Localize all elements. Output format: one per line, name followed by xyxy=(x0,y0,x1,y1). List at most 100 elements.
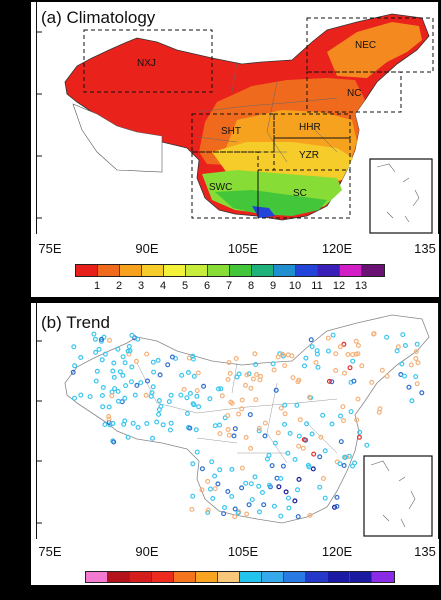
station-marker xyxy=(297,417,303,423)
station-marker xyxy=(212,473,218,479)
station-marker xyxy=(256,428,262,434)
colorbar-label-8: 8 xyxy=(247,280,255,292)
station-marker xyxy=(399,361,405,367)
station-marker xyxy=(280,463,286,469)
station-marker xyxy=(248,385,254,391)
colorbar-label-4: 4 xyxy=(159,280,167,292)
station-marker xyxy=(414,341,420,347)
station-marker xyxy=(229,494,235,500)
station-markers xyxy=(70,331,425,520)
region-box-nxj xyxy=(83,29,213,93)
climatology-colorbar-swatch-10 xyxy=(296,265,318,276)
station-marker xyxy=(205,507,211,513)
region-box-nc xyxy=(306,71,402,113)
station-marker xyxy=(307,394,313,400)
station-marker xyxy=(194,393,200,399)
station-marker xyxy=(231,433,237,439)
station-marker xyxy=(72,363,78,369)
station-marker xyxy=(98,336,104,342)
station-marker xyxy=(322,495,328,501)
trend-map-frame xyxy=(36,303,439,539)
station-marker xyxy=(156,411,162,417)
station-marker xyxy=(106,404,112,410)
station-marker xyxy=(194,388,200,394)
station-marker xyxy=(282,421,288,427)
colorbar-label-1: 1 xyxy=(93,280,101,292)
station-marker xyxy=(205,510,211,516)
station-marker xyxy=(122,418,128,424)
station-marker xyxy=(151,369,157,375)
station-marker xyxy=(334,503,340,509)
trend-colorbar-swatch-13 xyxy=(372,572,394,582)
station-marker xyxy=(384,373,390,379)
station-marker xyxy=(134,382,140,388)
station-marker xyxy=(156,397,162,403)
station-marker xyxy=(247,412,253,418)
station-marker xyxy=(338,413,344,419)
station-marker xyxy=(364,442,370,448)
colorbar-label-7: 7 xyxy=(225,280,233,292)
station-marker xyxy=(290,375,296,381)
station-marker xyxy=(329,379,335,385)
station-marker xyxy=(123,383,129,389)
colorbar-label-2: 2 xyxy=(115,280,123,292)
station-marker xyxy=(98,338,104,344)
station-marker xyxy=(419,390,425,396)
station-marker xyxy=(102,421,108,427)
station-marker xyxy=(207,396,213,402)
station-marker xyxy=(135,424,141,430)
station-marker xyxy=(282,402,288,408)
station-marker xyxy=(332,504,338,510)
station-marker xyxy=(99,392,105,398)
station-marker xyxy=(132,392,138,398)
station-marker xyxy=(239,485,245,491)
station-marker xyxy=(320,412,326,418)
station-marker xyxy=(285,450,291,456)
station-marker xyxy=(235,510,241,516)
station-marker xyxy=(254,371,260,377)
lon-tick-120e: 120E xyxy=(321,241,353,256)
station-marker xyxy=(234,374,240,380)
station-marker xyxy=(178,392,184,398)
station-marker xyxy=(217,431,223,437)
station-marker xyxy=(212,423,218,429)
station-marker xyxy=(78,392,84,398)
station-marker xyxy=(71,344,77,350)
station-marker xyxy=(120,372,126,378)
colorbar-label-6: 6 xyxy=(203,280,211,292)
station-marker xyxy=(409,398,415,404)
station-marker xyxy=(376,409,382,415)
climatology-title: (a) Climatology xyxy=(41,8,156,27)
station-marker xyxy=(129,364,135,370)
station-marker xyxy=(130,420,136,426)
station-marker xyxy=(282,363,288,369)
region-label-sc: SC xyxy=(293,188,307,199)
station-marker xyxy=(122,395,128,401)
station-marker xyxy=(357,429,363,435)
station-marker xyxy=(282,411,288,417)
climatology-colorbar-swatch-9 xyxy=(274,265,296,276)
station-marker xyxy=(276,484,282,490)
station-marker xyxy=(296,476,302,482)
station-marker xyxy=(190,353,196,359)
trend-colorbar-swatch-7 xyxy=(240,572,262,582)
station-marker xyxy=(128,379,134,385)
trend-title: (b) Trend xyxy=(41,313,110,332)
station-marker xyxy=(402,342,408,348)
station-marker xyxy=(325,335,331,341)
station-marker xyxy=(406,384,412,390)
trend-colorbar-swatch-11 xyxy=(328,572,350,582)
station-marker xyxy=(225,376,231,382)
climatology-map: NXJ NEC NC SHT HHR YZR SWC SC xyxy=(37,13,434,234)
station-marker xyxy=(260,490,266,496)
station-marker xyxy=(166,399,172,405)
station-marker xyxy=(219,393,225,399)
station-marker xyxy=(275,354,281,360)
station-marker xyxy=(341,418,347,424)
station-marker xyxy=(296,433,302,439)
station-marker xyxy=(252,351,258,357)
station-marker xyxy=(346,453,352,459)
station-marker xyxy=(337,461,343,467)
station-marker xyxy=(187,425,193,431)
station-marker xyxy=(400,332,406,338)
